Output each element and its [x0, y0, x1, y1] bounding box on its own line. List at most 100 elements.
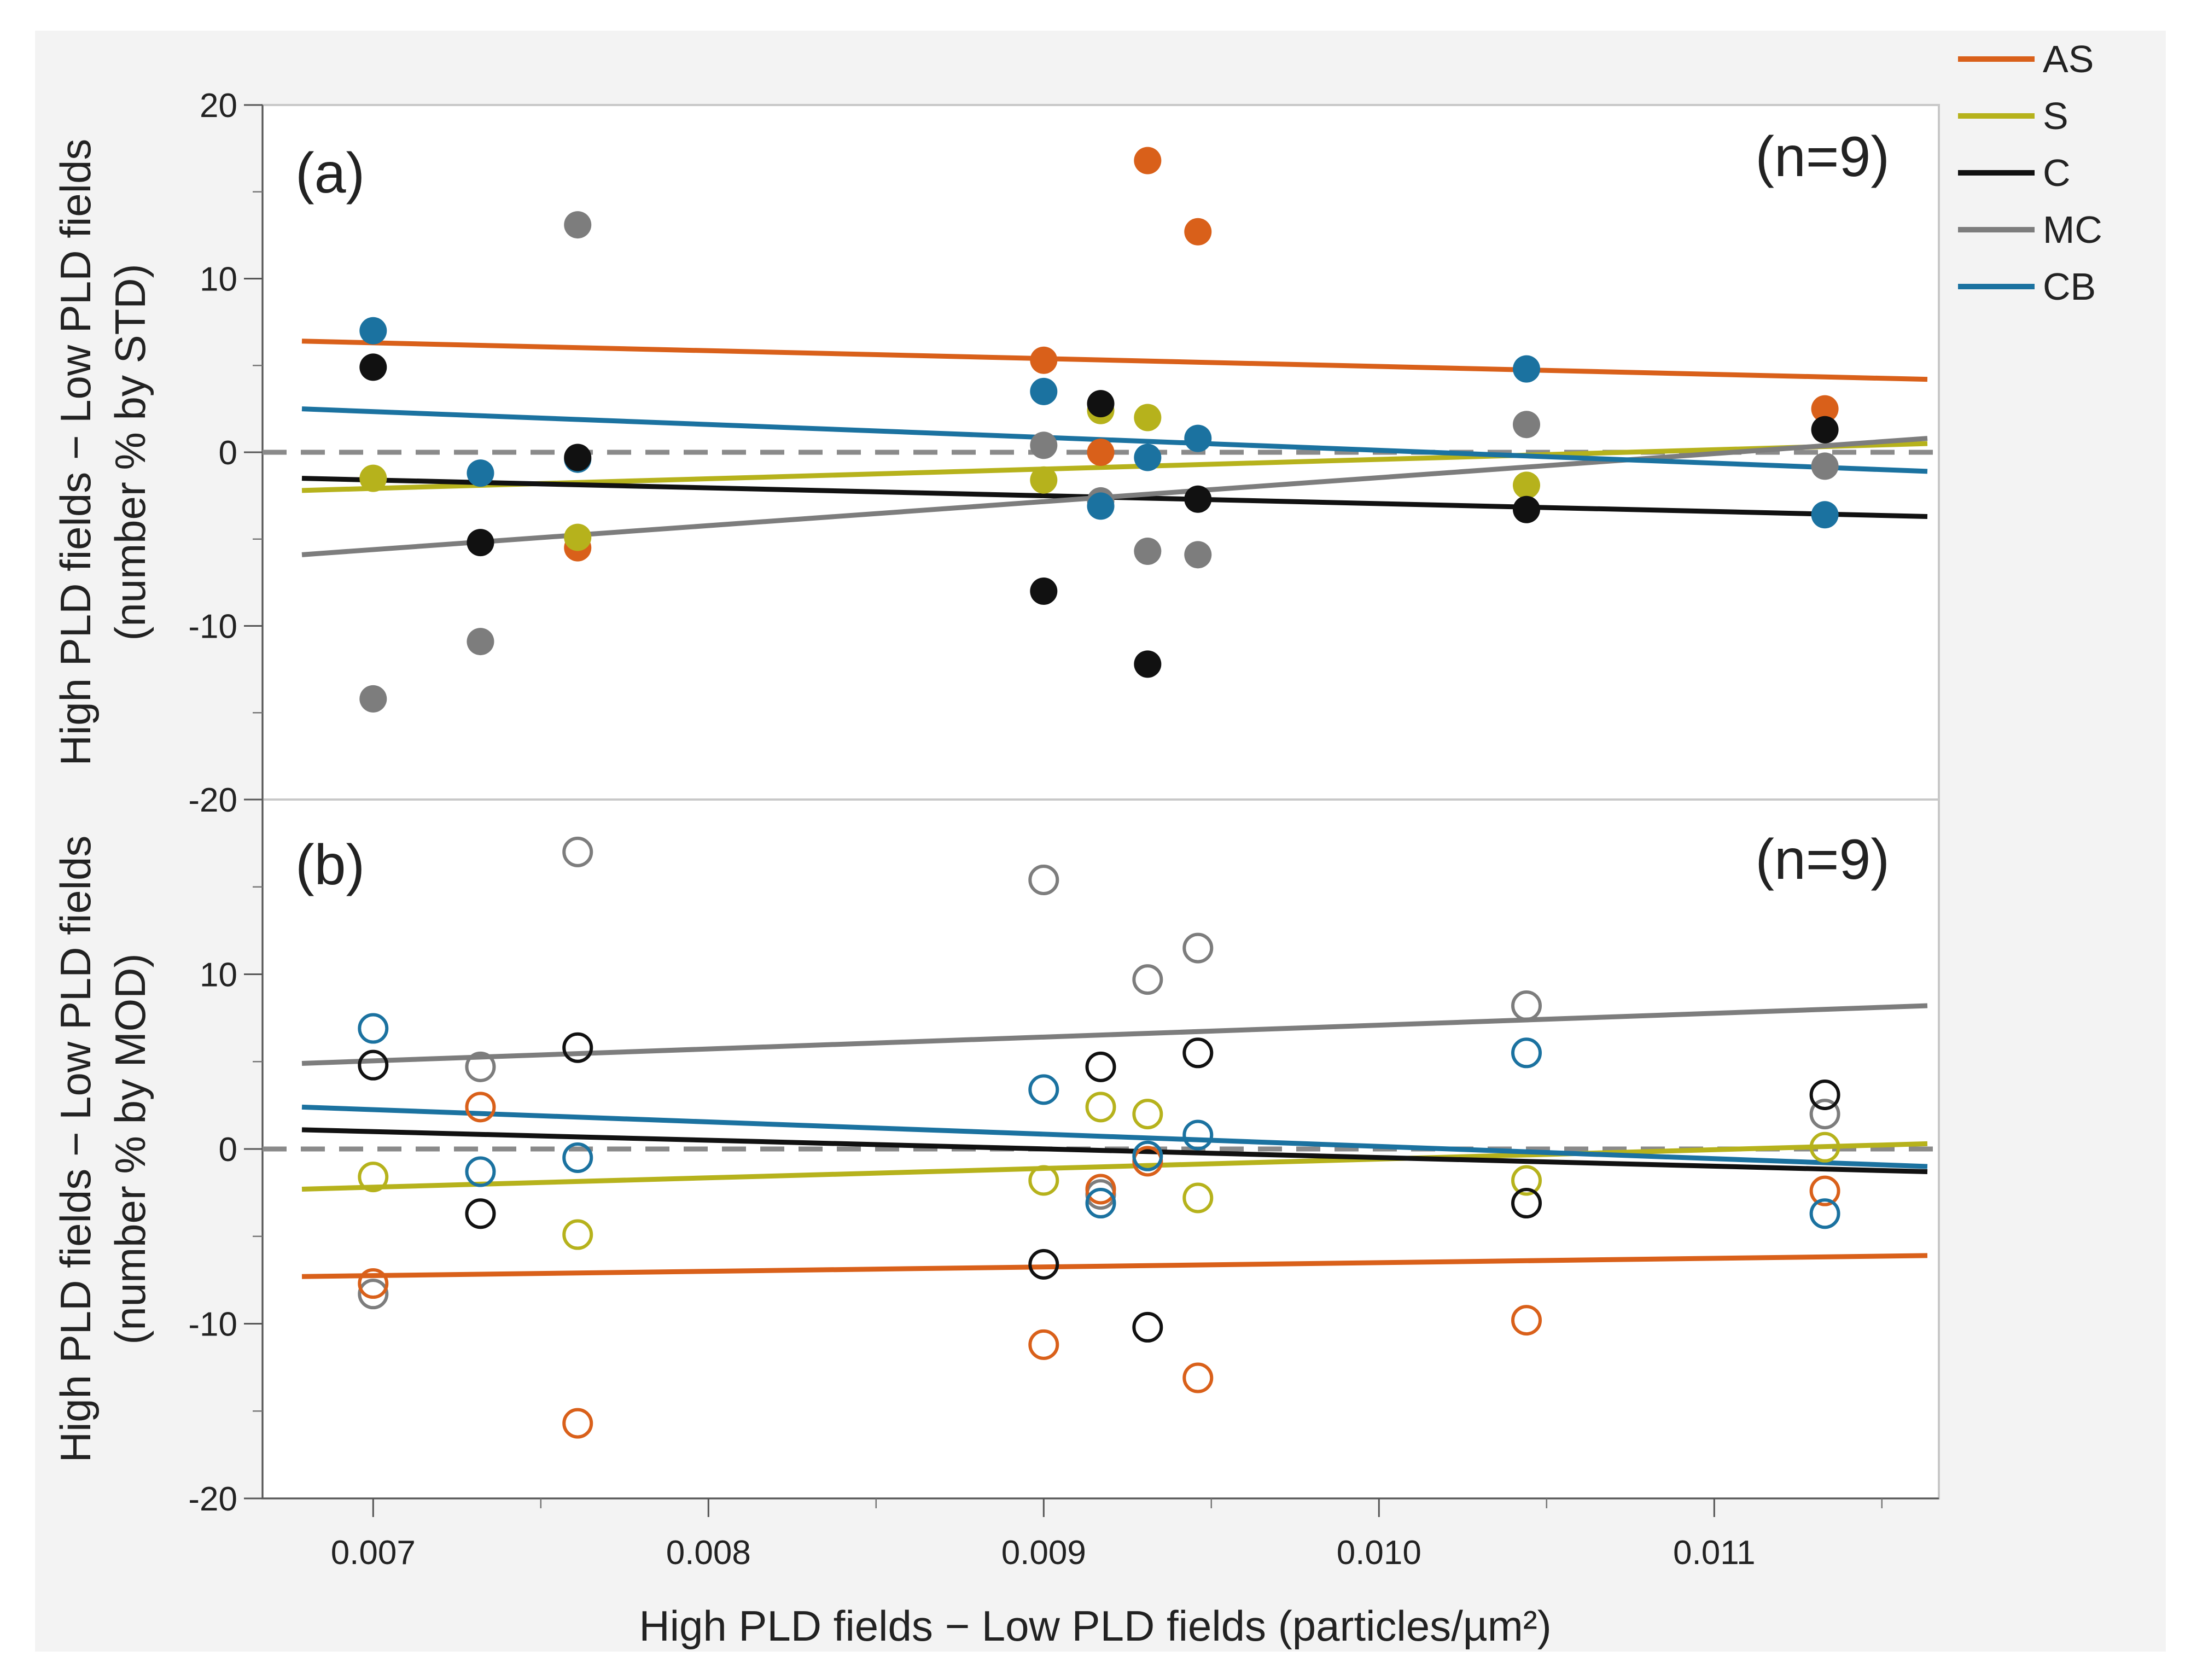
panel-b-point-mc: [358, 1279, 389, 1310]
panel-b-fit-line-c: [301, 1127, 1928, 1175]
panel-a-point-mc: [359, 685, 387, 713]
panel-b-point-as: [1809, 1175, 1840, 1206]
panel-a-y-tick-label: 10: [200, 261, 237, 299]
plot-area: 20 10 0 -10 -20 High PLD fields − Low PLD fie…: [51, 87, 1940, 1650]
x-tick-label: 0.007: [331, 1534, 416, 1572]
panel-b-n-label: (n=9): [1755, 828, 1890, 891]
panel-b-point-cb: [1028, 1074, 1059, 1105]
panel-b-point-mc: [1028, 864, 1059, 895]
panel-a-point-mc: [1513, 411, 1541, 439]
panel-b-y-tick-label: -20: [188, 1480, 237, 1518]
panel-a-point-s: [359, 464, 387, 492]
panel-b-point-c: [1132, 1311, 1163, 1343]
panel-b-point-cb: [562, 1142, 593, 1173]
panel-b-fit-line-s: [301, 1141, 1928, 1192]
panel-b-point-s: [1132, 1099, 1163, 1130]
x-tick-label: 0.010: [1337, 1534, 1421, 1572]
panel-a-y-tick-label: -10: [188, 608, 237, 646]
panel-b-point-mc: [562, 836, 593, 867]
panel-a-point-as: [1811, 395, 1839, 423]
panel-b-point-as: [1028, 1329, 1059, 1360]
panel-a-point-cb: [359, 317, 387, 345]
panel-b-fit-line-mc: [301, 1003, 1928, 1066]
panel-b-point-as: [358, 1268, 389, 1299]
panel-b-point-c: [1085, 1051, 1116, 1082]
panel-a-point-s: [1513, 471, 1541, 499]
panel-b-point-s: [358, 1162, 389, 1193]
panel-b-point-mc: [1182, 932, 1214, 964]
panel-a-point-cb: [1134, 444, 1162, 471]
legend-label-c: C: [2043, 151, 2071, 194]
panel-a-fit-line-cb: [301, 406, 1928, 474]
panel-b-point-as: [1182, 1362, 1214, 1393]
panel-b-point-as: [1085, 1174, 1116, 1205]
panel-b-point-c: [1809, 1079, 1840, 1110]
panel-b-point-cb: [1182, 1119, 1214, 1151]
panel-a-point-c: [564, 444, 592, 471]
panel-a-point-as: [1184, 218, 1212, 246]
panel-b-point-s: [1085, 1092, 1116, 1123]
panel-a-fit-line-as: [301, 339, 1928, 382]
panel-b-point-c: [1511, 1188, 1542, 1219]
panel-b-tag: (b): [295, 833, 365, 897]
panel-b-point-as: [465, 1092, 496, 1123]
panel-a-point-mc: [564, 211, 592, 239]
panel-b-point-c: [358, 1049, 389, 1081]
panel-a-point-c: [467, 529, 494, 557]
x-tick-label: 0.008: [666, 1534, 751, 1572]
panel-b-point-cb: [1085, 1188, 1116, 1219]
panel-a-y-axis-title: High PLD fields − Low PLD fields: [51, 139, 100, 766]
panel-b-fit-line-as: [301, 1253, 1928, 1279]
panel-a-point-cb: [1811, 501, 1839, 529]
panel-a-y-tick-label: -20: [188, 781, 237, 819]
panel-b-y-tick-label: 0: [219, 1131, 237, 1169]
panel-a-point-c: [1087, 390, 1115, 418]
panel-b-point-cb: [1132, 1140, 1163, 1171]
panel-a-point-cb: [1184, 424, 1212, 452]
panel-a-point-c: [1811, 416, 1839, 444]
panel-a-point-as: [1134, 147, 1162, 174]
panel-b-point-cb: [358, 1013, 389, 1044]
panel-b-y-axis-title: High PLD fields − Low PLD fields: [51, 836, 100, 1463]
x-tick-label: 0.009: [1001, 1534, 1086, 1572]
panel-b-fit-line-cb: [301, 1104, 1928, 1169]
panel-b-y-tick-label: 10: [200, 956, 237, 994]
panel-a-y-tick-label: 0: [219, 434, 237, 472]
panel-a-point-c: [1184, 485, 1212, 513]
panel-b-point-mc: [465, 1051, 496, 1082]
panel-a-point-c: [1030, 578, 1058, 605]
panel-a-point-cb: [1513, 355, 1541, 383]
x-axis-title: High PLD fields − Low PLD fields (partic…: [639, 1602, 1551, 1650]
panel-a-point-mc: [1184, 541, 1212, 569]
panel-b-point-s: [1028, 1165, 1059, 1196]
panel-a-y-axis-subtitle: (number % by STD): [106, 264, 154, 640]
panel-a-point-cb: [1030, 377, 1058, 405]
panel-b-point-mc: [1132, 964, 1163, 995]
panel-b-point-c: [1028, 1249, 1059, 1280]
panel-a-point-as: [1087, 439, 1115, 466]
panel-a-point-as: [1030, 346, 1058, 374]
panel-a-point-c: [1134, 650, 1162, 678]
legend-label-as: AS: [2043, 38, 2094, 80]
panel-b-point-s: [1182, 1182, 1214, 1214]
panel-b-point-mc: [1809, 1099, 1840, 1130]
legend-label-s: S: [2043, 95, 2068, 137]
panel-a-point-mc: [1030, 431, 1058, 459]
x-tick-label: 0.011: [1673, 1534, 1756, 1572]
panel-b-point-cb: [465, 1156, 496, 1187]
panel-a-y-tick-label: 20: [200, 87, 237, 125]
panel-a-n-label: (n=9): [1755, 125, 1890, 189]
panel-b-y-tick-label: -10: [188, 1306, 237, 1344]
legend-label-mc: MC: [2043, 208, 2102, 251]
panel-b-point-s: [562, 1219, 593, 1250]
plot-background: [261, 104, 1940, 1500]
legend-label-cb: CB: [2043, 265, 2096, 308]
panel-b-point-as: [562, 1408, 593, 1439]
panel-b-point-c: [465, 1198, 496, 1229]
panel-a-point-c: [1513, 495, 1541, 523]
panel-a-point-mc: [467, 628, 494, 656]
panel-a-point-mc: [1811, 452, 1839, 480]
panel-b-point-s: [1809, 1131, 1840, 1163]
